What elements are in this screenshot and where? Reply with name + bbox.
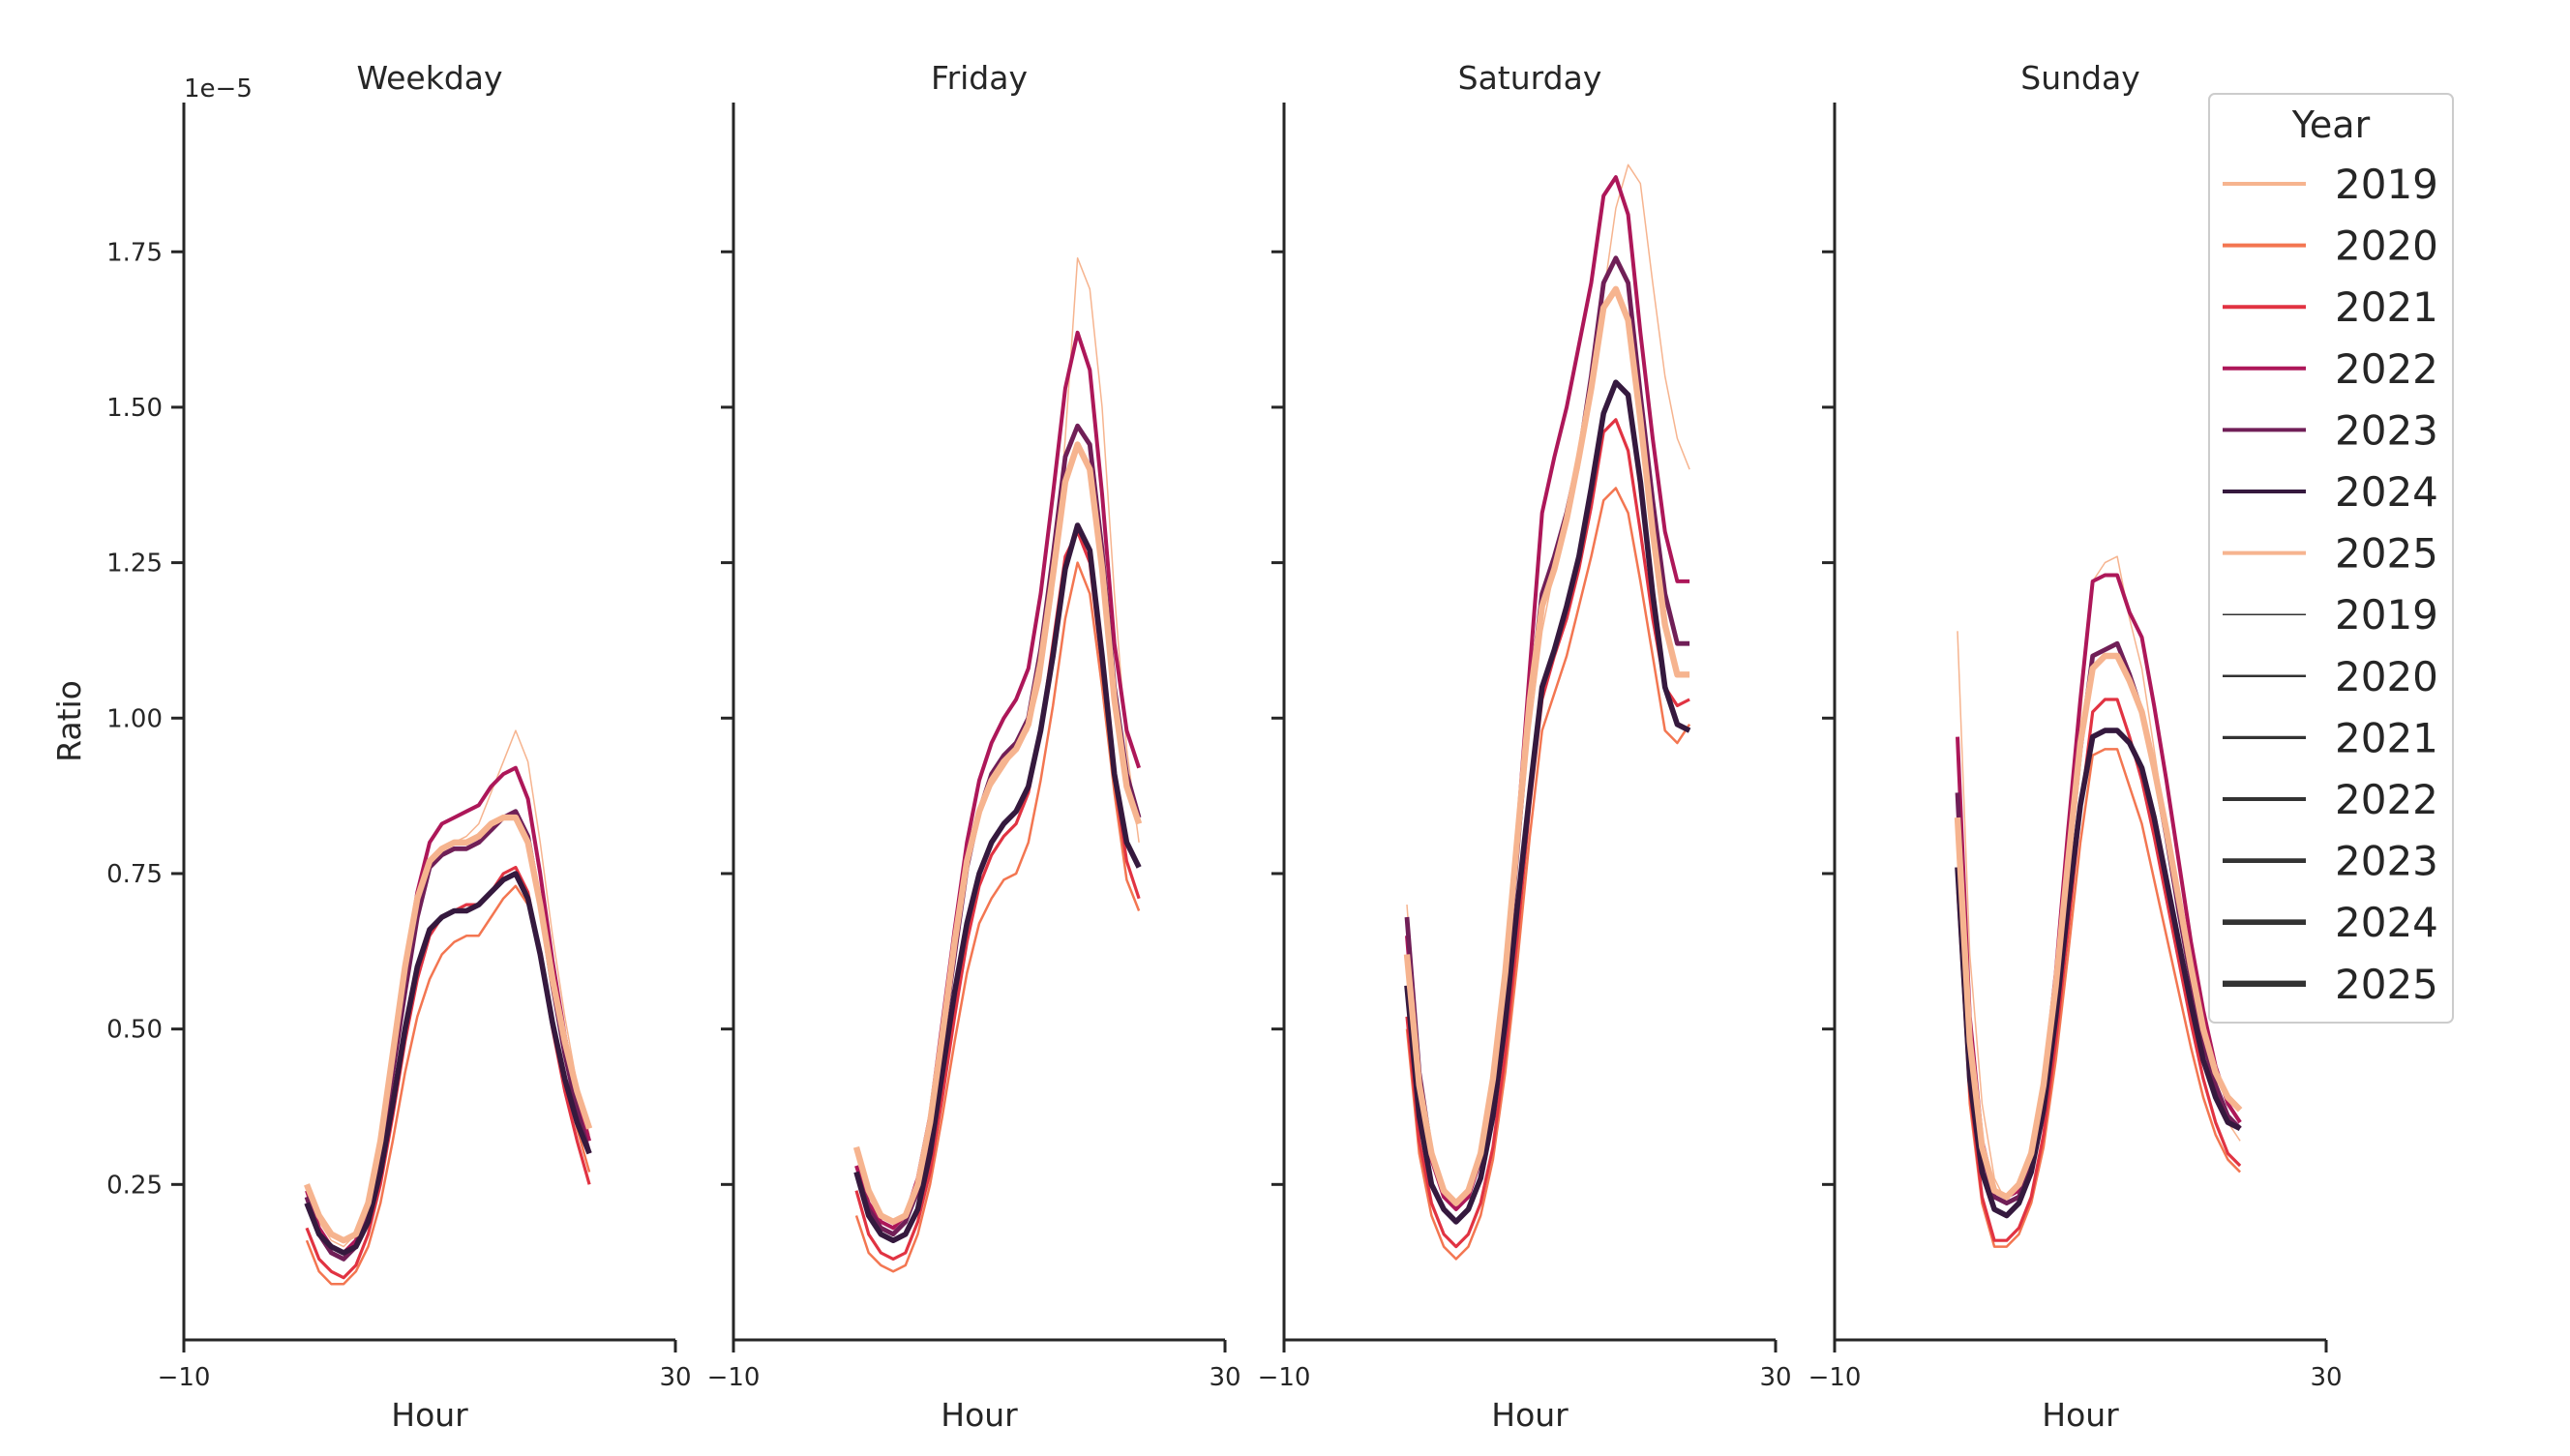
panel-title-friday: Friday	[931, 59, 1028, 97]
panel-title-weekday: Weekday	[356, 59, 502, 97]
series-line-sunday-2025	[1954, 652, 2243, 1201]
series-line-friday-2022	[854, 330, 1141, 1231]
series-line-saturday-2025	[1403, 285, 1690, 1206]
series-line-weekday-2022	[305, 765, 592, 1255]
x-tick-label: 30	[2310, 1363, 2342, 1392]
legend-label-color-2021: 2021	[2335, 283, 2438, 331]
x-axis-label: Hour	[941, 1396, 1018, 1434]
y-tick-label: 0.50	[106, 1016, 163, 1045]
series-line-sunday-2023	[1955, 640, 2242, 1205]
series-line-weekday-2023	[304, 809, 592, 1262]
legend-label-color-2023: 2023	[2335, 406, 2438, 454]
series-line-saturday-2024	[1404, 379, 1691, 1225]
legend-label-color-2019: 2019	[2335, 161, 2438, 208]
y-offset-label: 1e−5	[184, 74, 253, 104]
series-line-weekday-2024	[304, 871, 592, 1256]
y-tick-label: 1.50	[106, 394, 163, 423]
legend-label-width-2022: 2022	[2335, 776, 2438, 823]
panel-title-sunday: Sunday	[2020, 59, 2139, 97]
x-tick-label: −10	[707, 1363, 761, 1392]
legend-label-width-2021: 2021	[2335, 714, 2438, 761]
y-tick-label: 0.75	[106, 860, 163, 889]
x-tick-label: −10	[158, 1363, 211, 1392]
legend-label-color-2024: 2024	[2335, 468, 2438, 516]
series-line-sunday-2021	[1956, 698, 2242, 1242]
y-tick-label: 0.25	[106, 1171, 163, 1200]
legend-label-width-2024: 2024	[2335, 899, 2438, 946]
series-line-saturday-2020	[1405, 487, 1691, 1261]
series-line-friday-2023	[853, 423, 1142, 1237]
series-line-sunday-2020	[1956, 748, 2241, 1248]
legend-label-color-2025: 2025	[2335, 530, 2438, 578]
series-line-sunday-2024	[1955, 728, 2242, 1219]
x-tick-label: 30	[1209, 1363, 1240, 1392]
legend-label-width-2025: 2025	[2335, 961, 2438, 1008]
series-line-saturday-2021	[1405, 418, 1690, 1249]
y-tick-label: 1.00	[106, 704, 163, 733]
y-tick-label: 1.75	[106, 238, 163, 267]
series-line-saturday-2022	[1405, 175, 1690, 1211]
series-line-friday-2019	[855, 256, 1140, 1223]
x-tick-label: −10	[1258, 1363, 1311, 1392]
x-tick-label: 30	[1759, 1363, 1791, 1392]
x-axis-label: Hour	[1491, 1396, 1569, 1434]
series-line-friday-2024	[853, 522, 1142, 1243]
legend-label-width-2019: 2019	[2335, 591, 2438, 639]
x-axis-label: Hour	[391, 1396, 468, 1434]
x-tick-label: −10	[1808, 1363, 1862, 1392]
series-line-saturday-2019	[1406, 163, 1690, 1204]
legend-label-color-2020: 2020	[2335, 223, 2438, 270]
series-line-sunday-2022	[1956, 573, 2242, 1200]
legend-title: Year	[2291, 104, 2371, 146]
series-line-weekday-2025	[304, 814, 593, 1244]
legend-label-width-2023: 2023	[2335, 838, 2438, 885]
y-axis-label: Ratio	[50, 680, 88, 762]
y-tick-label: 1.25	[106, 550, 163, 579]
legend-label-color-2022: 2022	[2335, 345, 2438, 393]
series-line-friday-2020	[854, 561, 1141, 1273]
x-axis-label: Hour	[2042, 1396, 2119, 1434]
series-line-friday-2025	[852, 441, 1143, 1226]
legend-label-width-2020: 2020	[2335, 653, 2438, 700]
legend-box	[2208, 93, 2454, 1024]
x-tick-label: 30	[659, 1363, 691, 1392]
panel-title-saturday: Saturday	[1458, 59, 1602, 97]
